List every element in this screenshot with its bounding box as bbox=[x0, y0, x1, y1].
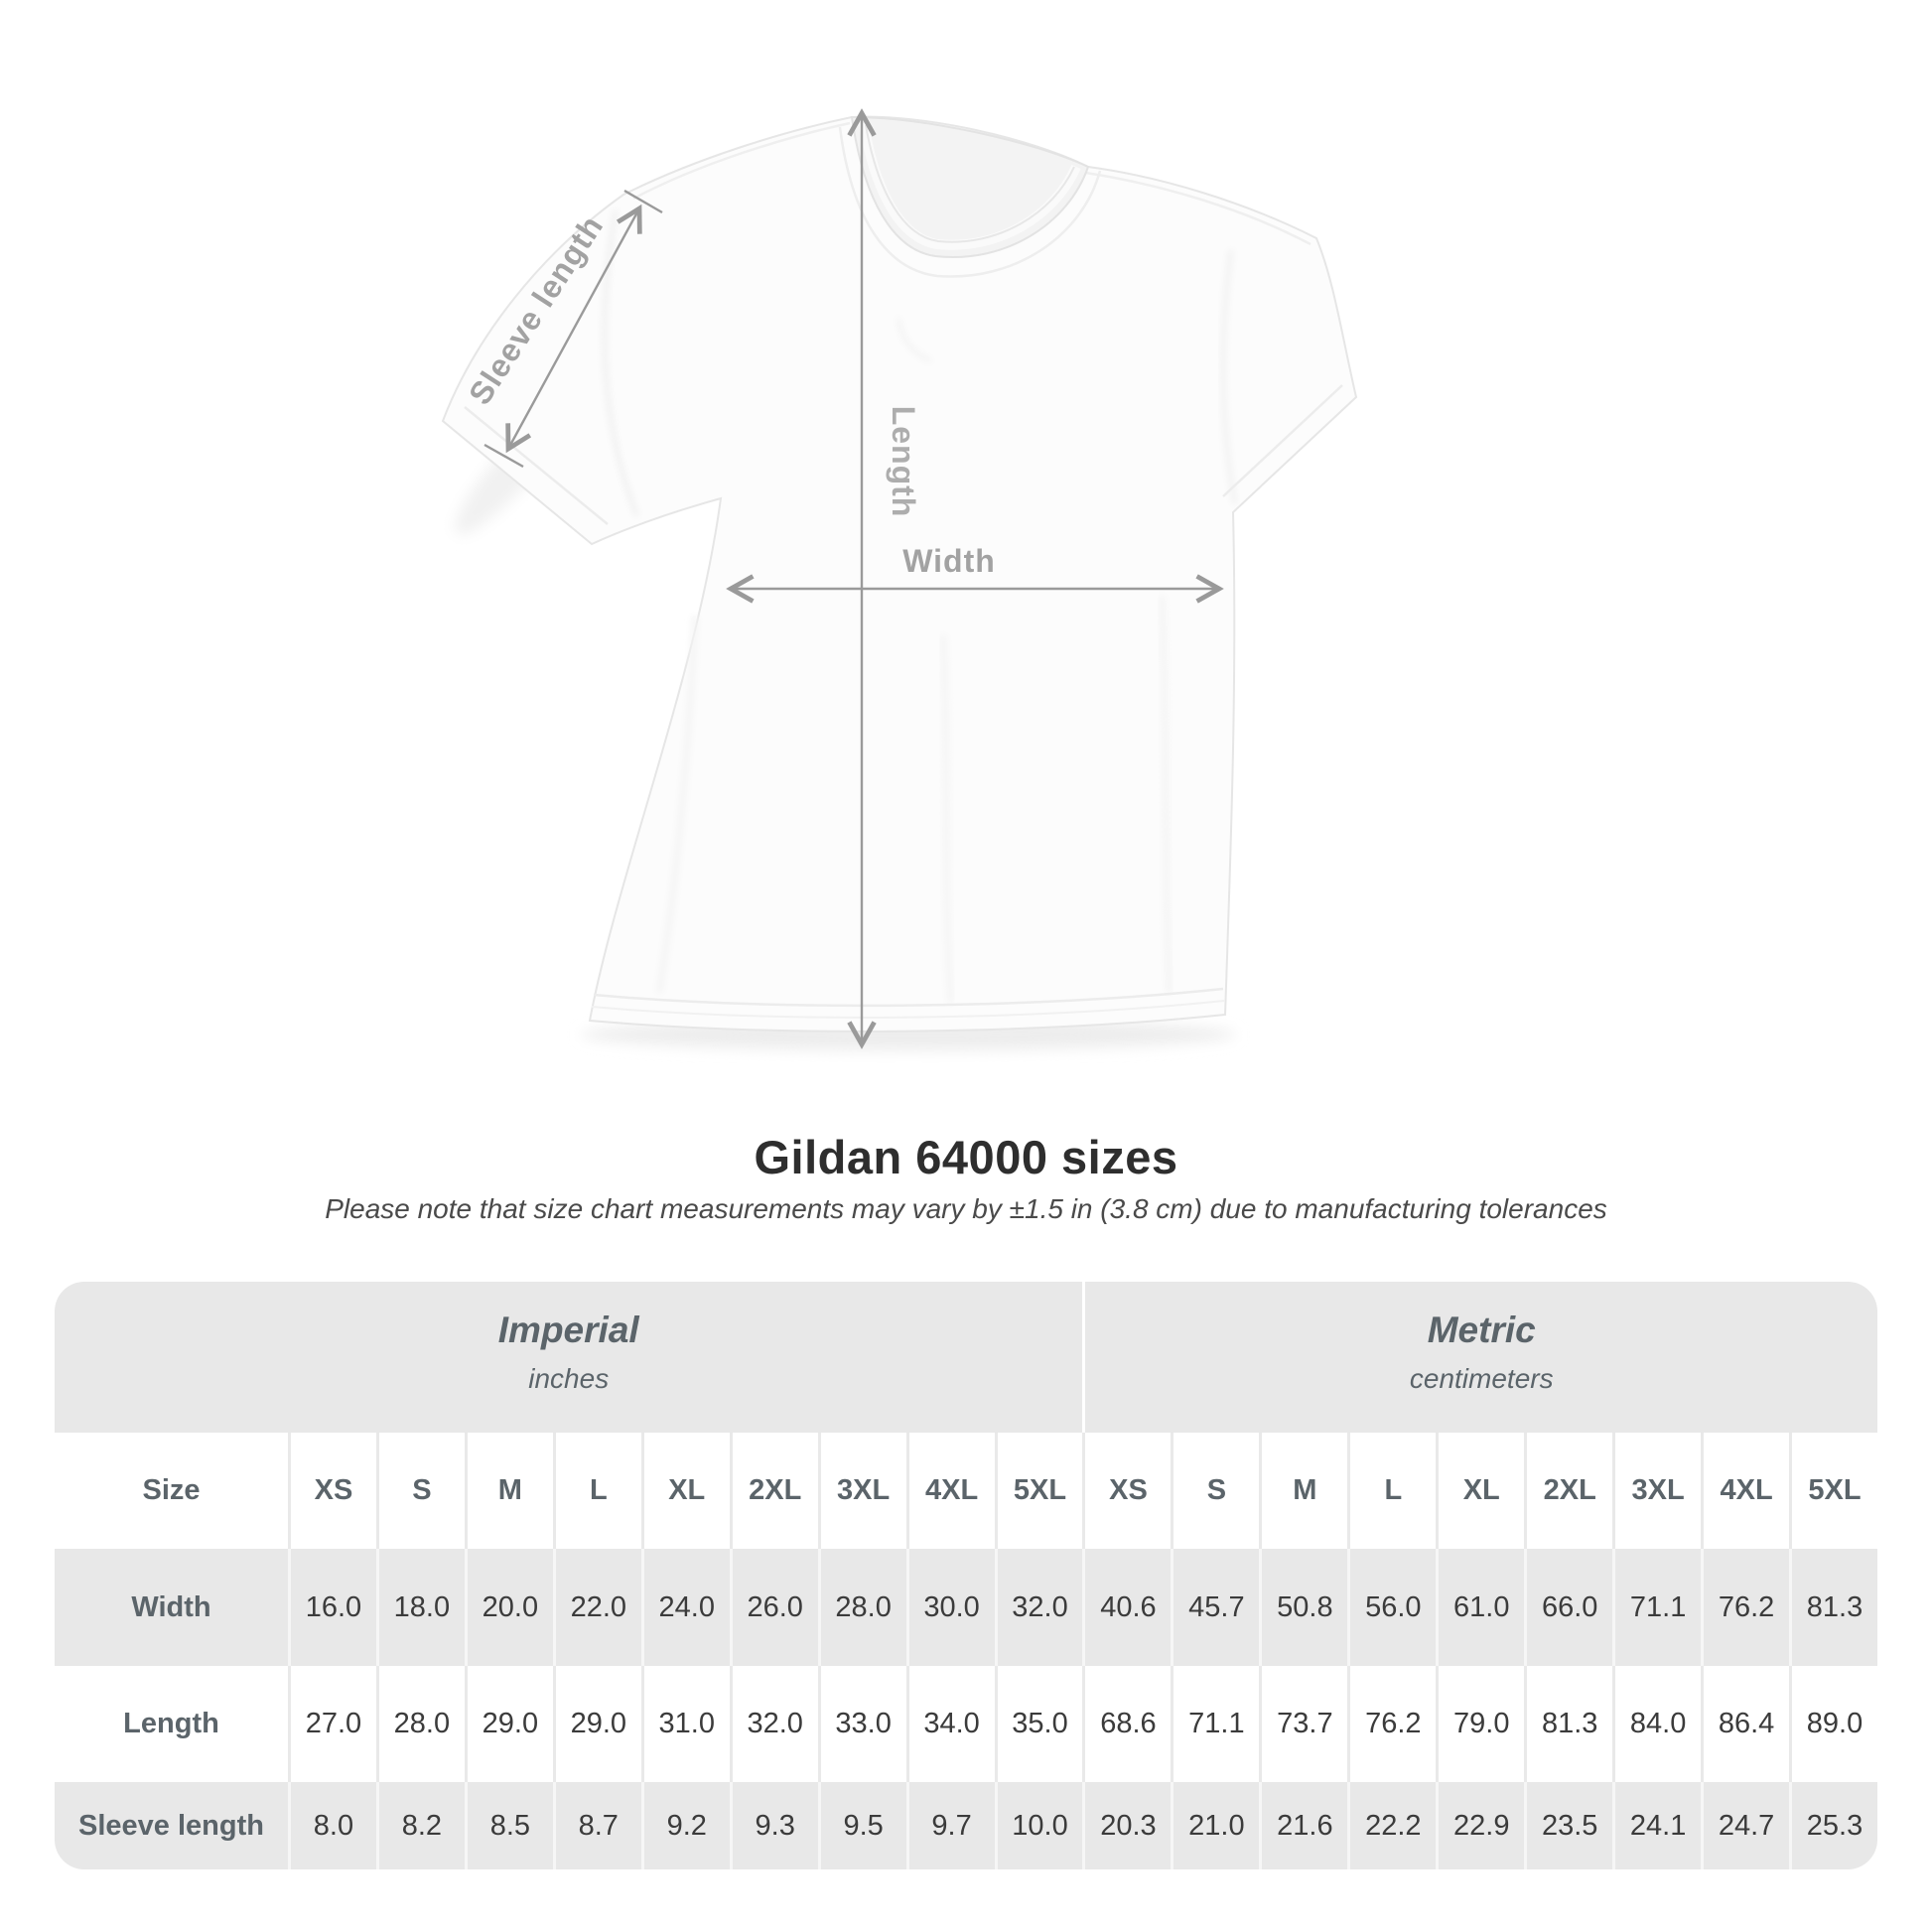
cell-width-metric-5xl: 81.3 bbox=[1789, 1549, 1877, 1666]
cell-width-imperial-m: 20.0 bbox=[464, 1549, 553, 1666]
cell-length-imperial-xs: 27.0 bbox=[288, 1666, 376, 1782]
size-col-metric-m: M bbox=[1259, 1433, 1347, 1549]
sleeve-tick-bottom bbox=[483, 443, 524, 469]
cell-width-imperial-2xl: 26.0 bbox=[729, 1549, 818, 1666]
cell-width-imperial-xs: 16.0 bbox=[288, 1549, 376, 1666]
unit-section-metric: Metric centimeters bbox=[1082, 1282, 1877, 1433]
cell-sleeve-length-imperial-4xl: 9.7 bbox=[905, 1782, 995, 1869]
cell-width-metric-l: 56.0 bbox=[1347, 1549, 1437, 1666]
cell-width-metric-m: 50.8 bbox=[1259, 1549, 1348, 1666]
cell-sleeve-length-imperial-xs: 8.0 bbox=[288, 1782, 376, 1869]
cell-width-imperial-5xl: 32.0 bbox=[994, 1549, 1083, 1666]
size-col-imperial-2xl: 2XL bbox=[729, 1433, 818, 1549]
unit-name-label: Metric bbox=[1427, 1310, 1536, 1350]
cell-length-imperial-3xl: 33.0 bbox=[817, 1666, 906, 1782]
cell-width-imperial-4xl: 30.0 bbox=[905, 1549, 995, 1666]
size-col-metric-4xl: 4XL bbox=[1701, 1433, 1789, 1549]
cell-length-imperial-s: 28.0 bbox=[375, 1666, 465, 1782]
cell-sleeve-length-metric-m: 21.6 bbox=[1259, 1782, 1348, 1869]
cell-width-imperial-s: 18.0 bbox=[375, 1549, 465, 1666]
cell-length-imperial-5xl: 35.0 bbox=[994, 1666, 1083, 1782]
size-col-imperial-m: M bbox=[464, 1433, 553, 1549]
cell-sleeve-length-metric-s: 21.0 bbox=[1171, 1782, 1260, 1869]
cell-width-imperial-l: 22.0 bbox=[552, 1549, 641, 1666]
cell-sleeve-length-metric-4xl: 24.7 bbox=[1701, 1782, 1790, 1869]
row-label-sleeve-length: Sleeve length bbox=[55, 1782, 288, 1869]
width-label: Width bbox=[902, 543, 996, 579]
cell-length-metric-4xl: 86.4 bbox=[1701, 1666, 1789, 1782]
cell-width-imperial-xl: 24.0 bbox=[640, 1549, 730, 1666]
size-col-metric-2xl: 2XL bbox=[1524, 1433, 1612, 1549]
cell-length-imperial-4xl: 34.0 bbox=[905, 1666, 995, 1782]
cell-length-metric-3xl: 84.0 bbox=[1612, 1666, 1701, 1782]
page-title: Gildan 64000 sizes bbox=[754, 1131, 1178, 1183]
unit-section-imperial: Imperial inches bbox=[55, 1282, 1083, 1433]
cell-sleeve-length-imperial-3xl: 9.5 bbox=[817, 1782, 906, 1869]
cell-width-metric-3xl: 71.1 bbox=[1612, 1549, 1702, 1666]
size-col-imperial-s: S bbox=[375, 1433, 465, 1549]
cell-sleeve-length-metric-3xl: 24.1 bbox=[1612, 1782, 1702, 1869]
cell-sleeve-length-metric-5xl: 25.3 bbox=[1789, 1782, 1877, 1869]
size-col-imperial-xs: XS bbox=[288, 1433, 376, 1549]
cell-length-imperial-xl: 31.0 bbox=[640, 1666, 730, 1782]
cell-width-imperial-3xl: 28.0 bbox=[817, 1549, 906, 1666]
cell-length-metric-xl: 79.0 bbox=[1436, 1666, 1524, 1782]
cell-length-imperial-m: 29.0 bbox=[464, 1666, 553, 1782]
cell-length-metric-l: 76.2 bbox=[1347, 1666, 1436, 1782]
cell-length-metric-s: 71.1 bbox=[1171, 1666, 1259, 1782]
unit-name-label: Imperial bbox=[497, 1310, 639, 1350]
cell-length-imperial-l: 29.0 bbox=[552, 1666, 641, 1782]
cell-length-metric-xs: 68.6 bbox=[1082, 1666, 1171, 1782]
size-col-metric-l: L bbox=[1347, 1433, 1436, 1549]
size-col-metric-xl: XL bbox=[1436, 1433, 1524, 1549]
cell-length-metric-2xl: 81.3 bbox=[1524, 1666, 1612, 1782]
cell-sleeve-length-imperial-2xl: 9.3 bbox=[729, 1782, 818, 1869]
size-col-imperial-5xl: 5XL bbox=[994, 1433, 1083, 1549]
tshirt-body bbox=[441, 115, 1358, 1033]
cell-length-imperial-2xl: 32.0 bbox=[729, 1666, 818, 1782]
cell-length-metric-m: 73.7 bbox=[1259, 1666, 1347, 1782]
size-col-imperial-xl: XL bbox=[640, 1433, 730, 1549]
sleeve-arrow bbox=[505, 204, 642, 454]
size-header-label: Size bbox=[142, 1474, 201, 1506]
cell-sleeve-length-metric-xl: 22.9 bbox=[1436, 1782, 1525, 1869]
cell-sleeve-length-metric-2xl: 23.5 bbox=[1524, 1782, 1613, 1869]
unit-sub-label: centimeters bbox=[1409, 1363, 1554, 1394]
row-label-length: Length bbox=[123, 1708, 219, 1739]
cell-sleeve-length-imperial-m: 8.5 bbox=[464, 1782, 553, 1869]
size-col-metric-3xl: 3XL bbox=[1612, 1433, 1701, 1549]
tshirt-collar bbox=[838, 115, 1102, 278]
size-col-metric-xs: XS bbox=[1082, 1433, 1171, 1549]
size-table: Imperial inches Metric centimeters Size XS S M L… bbox=[55, 1282, 1877, 1869]
cell-sleeve-length-imperial-s: 8.2 bbox=[375, 1782, 465, 1869]
tshirt-diagram: Sleeve length Length Width bbox=[441, 108, 1358, 1050]
size-col-imperial-3xl: 3XL bbox=[817, 1433, 906, 1549]
cell-width-metric-2xl: 66.0 bbox=[1524, 1549, 1613, 1666]
cell-width-metric-xs: 40.6 bbox=[1082, 1549, 1172, 1666]
sleeve-tick-top bbox=[623, 189, 663, 214]
unit-sub-label: inches bbox=[528, 1363, 610, 1394]
size-col-metric-5xl: 5XL bbox=[1789, 1433, 1877, 1549]
cell-sleeve-length-imperial-xl: 9.2 bbox=[640, 1782, 730, 1869]
cell-length-metric-5xl: 89.0 bbox=[1789, 1666, 1877, 1782]
tolerance-note: Please note that size chart measurements… bbox=[325, 1193, 1607, 1224]
size-col-metric-s: S bbox=[1171, 1433, 1259, 1549]
size-col-imperial-4xl: 4XL bbox=[905, 1433, 995, 1549]
cell-width-metric-4xl: 76.2 bbox=[1701, 1549, 1790, 1666]
cell-sleeve-length-metric-l: 22.2 bbox=[1347, 1782, 1437, 1869]
measurement-annotations bbox=[483, 108, 1224, 1049]
cell-width-metric-s: 45.7 bbox=[1171, 1549, 1260, 1666]
cell-sleeve-length-metric-xs: 20.3 bbox=[1082, 1782, 1172, 1869]
row-label-width: Width bbox=[55, 1549, 288, 1666]
size-col-imperial-l: L bbox=[552, 1433, 641, 1549]
length-label: Length bbox=[886, 406, 921, 518]
cell-sleeve-length-imperial-l: 8.7 bbox=[552, 1782, 641, 1869]
cell-width-metric-xl: 61.0 bbox=[1436, 1549, 1525, 1666]
cell-sleeve-length-imperial-5xl: 10.0 bbox=[994, 1782, 1083, 1869]
